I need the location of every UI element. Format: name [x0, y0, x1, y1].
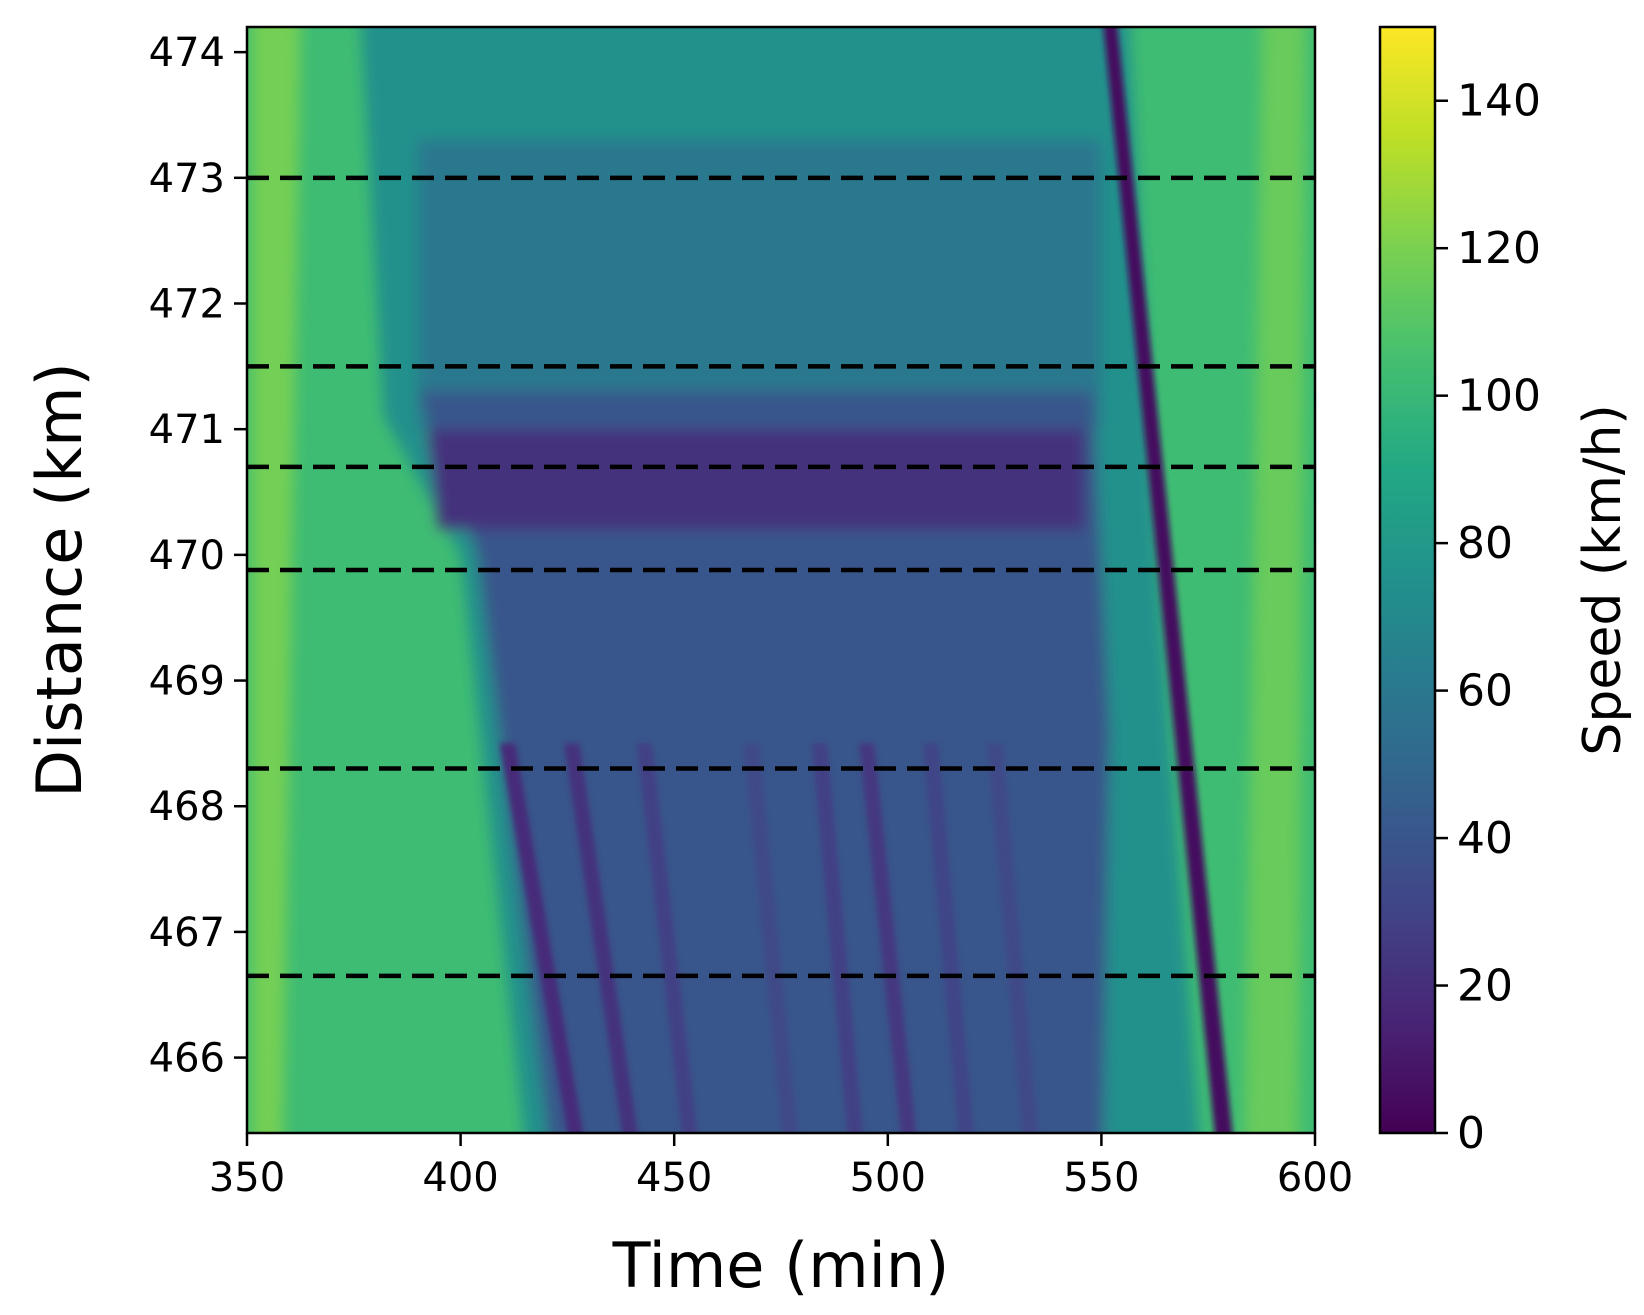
- freeflow-left-band: [251, 27, 301, 1133]
- stop-and-go-wave: [986, 743, 1038, 1133]
- queue-region: [417, 391, 1110, 1133]
- y-tick-label: 468: [149, 784, 225, 830]
- x-axis-label: Time (min): [612, 1229, 950, 1302]
- y-tick-label: 470: [149, 533, 225, 579]
- plot-frame: [245, 25, 1317, 1135]
- y-axis: 466 467 468 469 470 471 472 473 474: [149, 30, 247, 1082]
- y-tick-label: 474: [149, 30, 225, 76]
- colorbar-tick-label: 60: [1457, 666, 1513, 717]
- stop-and-go-wave: [564, 743, 638, 1133]
- colorbar-tick-label: 20: [1457, 961, 1513, 1012]
- heatmap-plot-area: [245, 25, 1317, 1135]
- stop-and-go-wave: [636, 743, 698, 1133]
- colorbar-tick-label: 80: [1457, 518, 1513, 569]
- colorbar-tick-label: 140: [1457, 76, 1541, 127]
- x-tick-label: 400: [422, 1155, 498, 1201]
- colorbar-tick-label: 100: [1457, 371, 1541, 422]
- stop-and-go-wave: [499, 743, 584, 1133]
- freeflow-right-band: [1244, 27, 1306, 1133]
- x-tick-label: 550: [1063, 1155, 1139, 1201]
- bottleneck-core-region: [426, 429, 1085, 530]
- y-tick-label: 473: [149, 156, 225, 202]
- main-shockwave: [1103, 27, 1233, 1133]
- stop-and-go-wave: [858, 743, 917, 1133]
- colorbar-tick-label: 120: [1457, 223, 1541, 274]
- y-tick-label: 466: [149, 1036, 225, 1082]
- stop-and-go-wave: [743, 743, 798, 1133]
- y-axis-label: Distance (km): [23, 362, 96, 797]
- colorbar-gradient: [1380, 27, 1435, 1133]
- y-tick-label: 469: [149, 659, 225, 705]
- x-tick-label: 350: [209, 1155, 285, 1201]
- colorbar-label: Speed (km/h): [1573, 404, 1633, 755]
- colorbar: 0 20 40 60 80 100 120 140 Speed (km/h): [1378, 25, 1633, 1159]
- x-tick-label: 500: [850, 1155, 926, 1201]
- colorbar-frame: [1378, 25, 1437, 1135]
- y-tick-label: 471: [149, 407, 225, 453]
- x-tick-label: 450: [636, 1155, 712, 1201]
- x-axis: 350 400 450 500 550 600: [209, 1133, 1353, 1201]
- congestion-upstream-region: [417, 140, 1102, 430]
- colorbar-tick-label: 0: [1457, 1108, 1485, 1159]
- y-tick-label: 467: [149, 910, 225, 956]
- colorbar-tick-label: 40: [1457, 813, 1513, 864]
- stop-and-go-wave: [811, 743, 863, 1133]
- stop-and-go-wave: [922, 743, 974, 1133]
- y-tick-label: 472: [149, 282, 225, 328]
- x-tick-label: 600: [1277, 1155, 1353, 1201]
